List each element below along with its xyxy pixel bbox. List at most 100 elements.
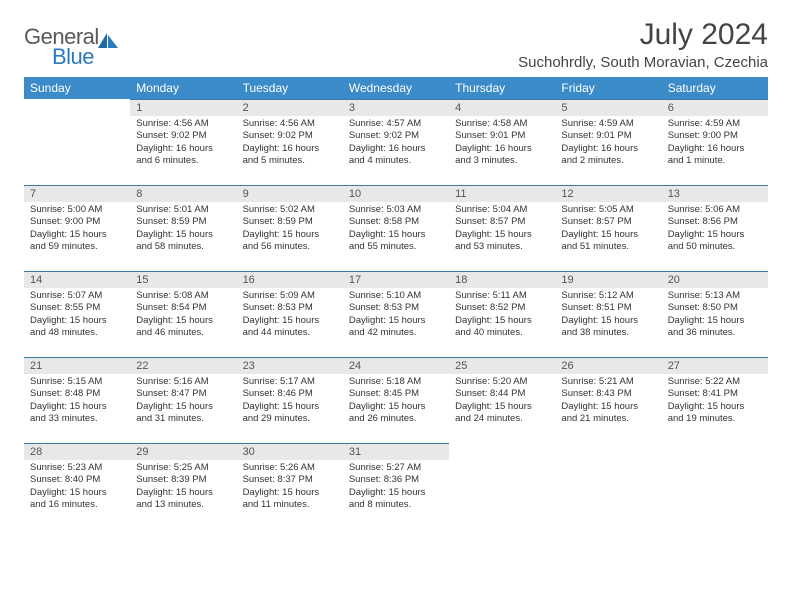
day-line: Sunset: 8:44 PM: [455, 388, 549, 400]
day-number: 10: [343, 185, 449, 202]
calendar-cell: 7Sunrise: 5:00 AMSunset: 9:00 PMDaylight…: [24, 185, 130, 271]
day-line: Sunset: 8:53 PM: [349, 302, 443, 314]
calendar-cell: .: [662, 443, 768, 529]
day-number: 26: [555, 357, 661, 374]
calendar-cell: 2Sunrise: 4:56 AMSunset: 9:02 PMDaylight…: [237, 99, 343, 185]
day-content: Sunrise: 5:25 AMSunset: 8:39 PMDaylight:…: [130, 460, 236, 515]
page-title: July 2024: [518, 18, 768, 52]
day-content: Sunrise: 5:18 AMSunset: 8:45 PMDaylight:…: [343, 374, 449, 429]
day-content: Sunrise: 5:20 AMSunset: 8:44 PMDaylight:…: [449, 374, 555, 429]
day-number: 15: [130, 271, 236, 288]
day-number: 11: [449, 185, 555, 202]
day-line: Daylight: 16 hours: [349, 143, 443, 155]
calendar-row: .1Sunrise: 4:56 AMSunset: 9:02 PMDayligh…: [24, 99, 768, 185]
day-line: Sunset: 9:02 PM: [349, 130, 443, 142]
day-line: Daylight: 15 hours: [30, 315, 124, 327]
day-line: and 46 minutes.: [136, 327, 230, 339]
calendar-cell: .: [449, 443, 555, 529]
day-content: Sunrise: 5:27 AMSunset: 8:36 PMDaylight:…: [343, 460, 449, 515]
day-content: Sunrise: 5:03 AMSunset: 8:58 PMDaylight:…: [343, 202, 449, 257]
day-number: 19: [555, 271, 661, 288]
day-content: Sunrise: 5:09 AMSunset: 8:53 PMDaylight:…: [237, 288, 343, 343]
day-content: Sunrise: 5:17 AMSunset: 8:46 PMDaylight:…: [237, 374, 343, 429]
calendar-cell: 1Sunrise: 4:56 AMSunset: 9:02 PMDaylight…: [130, 99, 236, 185]
calendar-cell: 4Sunrise: 4:58 AMSunset: 9:01 PMDaylight…: [449, 99, 555, 185]
day-line: Sunrise: 4:56 AM: [243, 118, 337, 130]
day-line: Sunrise: 5:01 AM: [136, 204, 230, 216]
calendar-cell: 11Sunrise: 5:04 AMSunset: 8:57 PMDayligh…: [449, 185, 555, 271]
day-line: and 24 minutes.: [455, 413, 549, 425]
day-line: and 36 minutes.: [668, 327, 762, 339]
day-line: Sunrise: 5:26 AM: [243, 462, 337, 474]
day-line: Daylight: 15 hours: [668, 229, 762, 241]
day-line: Sunrise: 5:23 AM: [30, 462, 124, 474]
day-line: Sunrise: 5:12 AM: [561, 290, 655, 302]
day-line: and 48 minutes.: [30, 327, 124, 339]
day-line: and 2 minutes.: [561, 155, 655, 167]
day-line: Sunset: 9:02 PM: [243, 130, 337, 142]
day-line: Daylight: 15 hours: [349, 315, 443, 327]
day-content: Sunrise: 4:59 AMSunset: 9:00 PMDaylight:…: [662, 116, 768, 171]
day-line: Sunrise: 5:03 AM: [349, 204, 443, 216]
calendar-cell: 23Sunrise: 5:17 AMSunset: 8:46 PMDayligh…: [237, 357, 343, 443]
calendar-cell: 30Sunrise: 5:26 AMSunset: 8:37 PMDayligh…: [237, 443, 343, 529]
day-line: Sunset: 9:02 PM: [136, 130, 230, 142]
day-content: Sunrise: 5:08 AMSunset: 8:54 PMDaylight:…: [130, 288, 236, 343]
day-line: Daylight: 16 hours: [668, 143, 762, 155]
calendar-cell: 24Sunrise: 5:18 AMSunset: 8:45 PMDayligh…: [343, 357, 449, 443]
day-line: Daylight: 16 hours: [136, 143, 230, 155]
day-content: Sunrise: 5:01 AMSunset: 8:59 PMDaylight:…: [130, 202, 236, 257]
calendar-cell: 19 Sunrise: 5:12 AMSunset: 8:51 PMDayligh…: [555, 271, 661, 357]
calendar-cell: 8Sunrise: 5:01 AMSunset: 8:59 PMDaylight…: [130, 185, 236, 271]
day-content: Sunrise: 5:26 AMSunset: 8:37 PMDaylight:…: [237, 460, 343, 515]
day-line: and 50 minutes.: [668, 241, 762, 253]
calendar-cell: 27Sunrise: 5:22 AMSunset: 8:41 PMDayligh…: [662, 357, 768, 443]
day-line: Sunset: 9:01 PM: [561, 130, 655, 142]
calendar-cell: 28Sunrise: 5:23 AMSunset: 8:40 PMDayligh…: [24, 443, 130, 529]
day-line: Sunset: 8:58 PM: [349, 216, 443, 228]
day-line: Daylight: 15 hours: [455, 401, 549, 413]
day-line: and 59 minutes.: [30, 241, 124, 253]
day-content: Sunrise: 5:21 AMSunset: 8:43 PMDaylight:…: [555, 374, 661, 429]
day-line: and 4 minutes.: [349, 155, 443, 167]
day-line: Sunset: 8:54 PM: [136, 302, 230, 314]
day-line: Daylight: 15 hours: [561, 315, 655, 327]
logo: General Blue: [24, 24, 119, 70]
day-line: Sunset: 8:51 PM: [561, 302, 655, 314]
day-number: 9: [237, 185, 343, 202]
calendar-body: .1Sunrise: 4:56 AMSunset: 9:02 PMDayligh…: [24, 99, 768, 529]
calendar-cell: 9Sunrise: 5:02 AMSunset: 8:59 PMDaylight…: [237, 185, 343, 271]
day-line: Sunset: 8:59 PM: [243, 216, 337, 228]
day-number: 18: [449, 271, 555, 288]
day-number: 13: [662, 185, 768, 202]
day-line: Sunrise: 4:58 AM: [455, 118, 549, 130]
day-line: Sunset: 8:36 PM: [349, 474, 443, 486]
day-line: Daylight: 15 hours: [455, 315, 549, 327]
day-content: Sunrise: 5:05 AMSunset: 8:57 PMDaylight:…: [555, 202, 661, 257]
day-line: Sunrise: 5:11 AM: [455, 290, 549, 302]
day-number: 20: [662, 271, 768, 288]
day-line: Sunrise: 5:20 AM: [455, 376, 549, 388]
day-line: Sunrise: 5:27 AM: [349, 462, 443, 474]
day-line: Sunset: 8:47 PM: [136, 388, 230, 400]
day-line: Daylight: 15 hours: [668, 315, 762, 327]
day-number: 2: [237, 99, 343, 116]
day-line: and 29 minutes.: [243, 413, 337, 425]
weekday-wed: Wednesday: [343, 77, 449, 99]
day-line: Sunset: 8:59 PM: [136, 216, 230, 228]
day-line: Sunset: 9:00 PM: [668, 130, 762, 142]
day-line: and 33 minutes.: [30, 413, 124, 425]
day-line: Sunrise: 5:06 AM: [668, 204, 762, 216]
day-content: Sunrise: 5:00 AMSunset: 9:00 PMDaylight:…: [24, 202, 130, 257]
calendar-cell: .: [24, 99, 130, 185]
day-line: Sunrise: 5:02 AM: [243, 204, 337, 216]
day-content: Sunrise: 5:10 AMSunset: 8:53 PMDaylight:…: [343, 288, 449, 343]
day-line: Daylight: 15 hours: [136, 487, 230, 499]
day-line: Sunset: 8:48 PM: [30, 388, 124, 400]
day-line: Sunset: 8:46 PM: [243, 388, 337, 400]
day-line: Sunrise: 5:05 AM: [561, 204, 655, 216]
day-content: Sunrise: 5:22 AMSunset: 8:41 PMDaylight:…: [662, 374, 768, 429]
day-line: Sunset: 9:01 PM: [455, 130, 549, 142]
day-number: 28: [24, 443, 130, 460]
location: Suchohrdly, South Moravian, Czechia: [518, 54, 768, 71]
